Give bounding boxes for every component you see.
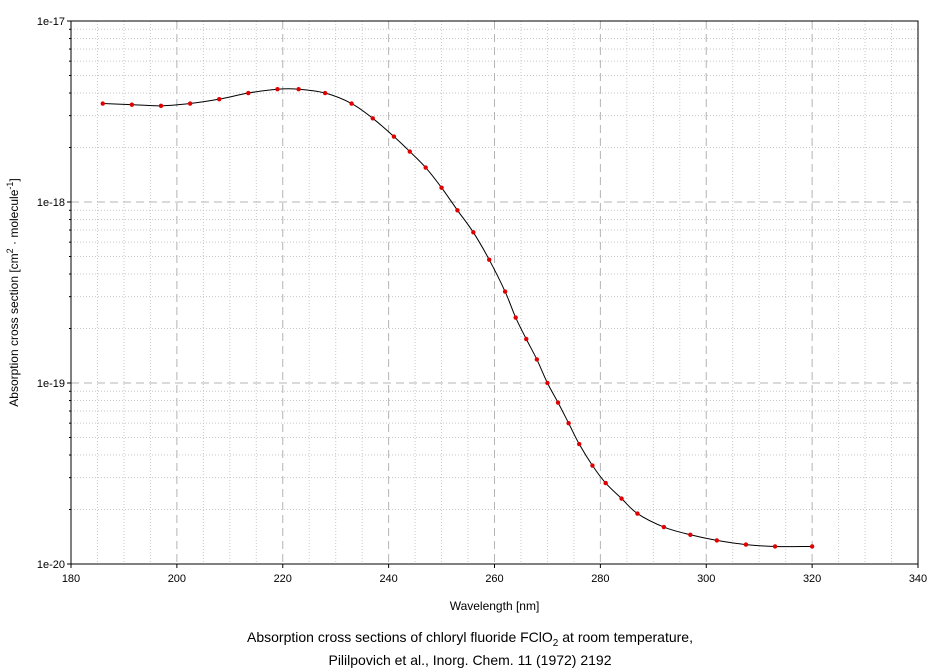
data-point [590, 463, 595, 468]
x-tick-label: 240 [379, 573, 397, 585]
data-point [714, 538, 720, 543]
y-tick-label: 1e-19 [37, 378, 65, 390]
x-axis-title: Wavelength [nm] [450, 599, 540, 613]
data-point [296, 86, 301, 92]
data-point [129, 102, 135, 107]
data-point [603, 480, 608, 486]
data-point [246, 90, 251, 96]
data-point [555, 400, 561, 405]
x-tick-label: 260 [485, 573, 503, 585]
caption-text-pre: Absorption cross sections of chloryl flu… [247, 629, 553, 645]
caption-line-2: Pililpovich et al., Inorg. Chem. 11 (197… [328, 652, 612, 668]
x-tick-label: 280 [591, 573, 609, 585]
data-point [349, 101, 354, 106]
data-point [619, 496, 624, 501]
data-point [743, 542, 749, 547]
x-axis-ticks: 180 200 220 240 260 280 300 320 340 [62, 564, 927, 585]
data-point [809, 544, 815, 549]
x-tick-label: 320 [803, 573, 821, 585]
y-axis-title: Absorption cross section [cm2 · molecule… [5, 178, 21, 406]
data-point [577, 441, 582, 447]
x-tick-label: 220 [274, 573, 292, 585]
x-tick-label: 300 [697, 573, 715, 585]
caption-subscript: 2 [552, 637, 559, 649]
y-tick-label: 1e-17 [37, 16, 65, 28]
caption-line-1: Absorption cross sections of chloryl flu… [0, 629, 940, 649]
x-tick-label: 180 [62, 573, 80, 585]
data-point [688, 532, 693, 537]
data-point [487, 257, 492, 262]
y-axis-ticks: 1e-20 1e-19 1e-18 1e-17 [37, 16, 71, 571]
data-point [275, 86, 280, 92]
data-point [661, 524, 667, 530]
data-markers [100, 86, 815, 549]
y-tick-label: 1e-20 [37, 559, 65, 571]
y-tick-label: 1e-18 [37, 197, 65, 209]
data-point [423, 165, 428, 170]
data-point [534, 357, 540, 362]
data-point [524, 336, 529, 342]
data-point [635, 511, 640, 516]
data-point [187, 101, 193, 106]
data-point [513, 315, 518, 320]
x-tick-label: 340 [909, 573, 927, 585]
data-point [471, 230, 476, 235]
data-point [158, 103, 164, 109]
data-point [772, 544, 778, 549]
data-point [566, 420, 571, 426]
data-point [545, 380, 550, 386]
data-point [391, 134, 397, 139]
data-point [407, 149, 412, 154]
caption-text-post: at room temperature, [558, 629, 693, 645]
data-point [502, 289, 508, 294]
data-point [439, 185, 444, 190]
data-point [455, 208, 460, 213]
data-point [100, 101, 105, 106]
major-grid [71, 21, 918, 564]
data-point [370, 116, 375, 121]
x-tick-label: 200 [168, 573, 186, 585]
data-point [322, 90, 328, 96]
data-point [217, 96, 222, 102]
